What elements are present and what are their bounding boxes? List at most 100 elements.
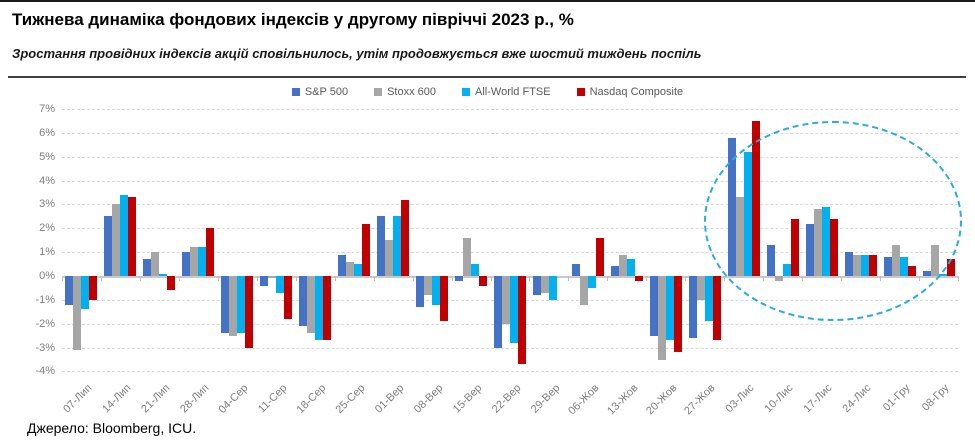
y-axis-tick-label: 1%: [39, 246, 55, 259]
legend-swatch-icon: [462, 88, 470, 96]
legend-label: S&P 500: [304, 86, 349, 98]
bar-all-world-ftse-25-Сер: [354, 264, 363, 276]
x-axis-category-label: 27-Жов: [682, 382, 718, 418]
legend-label: All-World FTSE: [475, 86, 551, 98]
bar-s-p-500-07-Лип: [65, 276, 74, 305]
x-axis-category-label: 03-Лис: [723, 382, 757, 416]
bar-nasdaq-composite-18-Сер: [323, 276, 332, 341]
bar-all-world-ftse-15-Вер: [471, 264, 480, 276]
y-axis-tick-label: -4%: [35, 365, 55, 378]
bar-s-p-500-15-Вер: [455, 276, 464, 281]
bar-stoxx-600-11-Сер: [268, 276, 277, 279]
x-axis-tick: [412, 276, 414, 281]
legend-label: Stoxx 600: [387, 86, 436, 98]
y-axis-tick-label: -3%: [35, 341, 55, 354]
bar-s-p-500-29-Вер: [532, 276, 541, 296]
chart-legend: S&P 500 Stoxx 600 All-World FTSE Nasdaq Com…: [0, 86, 975, 98]
x-axis-tick: [139, 276, 141, 281]
x-axis-tick: [178, 276, 180, 281]
y-gridline: [62, 108, 958, 110]
bar-s-p-500-22-Вер: [494, 276, 502, 348]
x-axis-category-label: 21-Лип: [139, 382, 173, 416]
bar-s-p-500-28-Лип: [182, 252, 191, 276]
x-axis-category-label: 08-Вер: [411, 382, 446, 416]
x-axis-category-label: 10-Лис: [762, 382, 796, 416]
bar-s-p-500-08-Вер: [416, 276, 425, 308]
x-axis-category-label: 28-Лип: [178, 382, 212, 416]
bar-s-p-500-04-Сер: [221, 276, 230, 334]
bar-stoxx-600-15-Вер: [463, 237, 472, 276]
x-axis-category-label: 18-Сер: [294, 382, 329, 416]
x-axis-category-label: 04-Сер: [216, 382, 251, 416]
bar-nasdaq-composite-13-Жов: [634, 276, 643, 281]
bar-stoxx-600-07-Лип: [73, 276, 82, 350]
y-axis-tick-label: 0%: [39, 270, 55, 282]
x-axis-category-label: 25-Сер: [333, 382, 368, 416]
bar-nasdaq-composite-28-Лип: [206, 228, 215, 276]
y-axis-tick-label: 4%: [39, 174, 55, 187]
y-axis-tick-label: 6%: [39, 126, 55, 139]
bar-stoxx-600-04-Сер: [229, 276, 238, 336]
bar-nasdaq-composite-07-Лип: [89, 276, 98, 300]
legend-swatch-icon: [576, 88, 585, 96]
x-axis-tick: [568, 276, 570, 281]
bar-s-p-500-06-Жов: [571, 264, 580, 276]
x-axis-category-label: 01-Гру: [881, 382, 913, 414]
bar-all-world-ftse-28-Лип: [198, 247, 207, 276]
bar-stoxx-600-28-Лип: [190, 247, 199, 276]
bar-all-world-ftse-04-Сер: [237, 276, 246, 334]
y-axis-tick-label: 3%: [39, 198, 55, 211]
x-axis-tick: [373, 276, 375, 281]
legend-label: Nasdaq Composite: [589, 86, 684, 98]
chart-subtitle: Зростання провідних індексів акцій спові…: [12, 46, 702, 61]
bar-nasdaq-composite-08-Гру: [946, 259, 955, 276]
bar-nasdaq-composite-27-Жов: [712, 276, 721, 341]
x-axis-category-label: 14-Лип: [100, 382, 134, 416]
bar-stoxx-600-18-Сер: [307, 276, 316, 334]
highlight-ellipse-annotation: [704, 121, 962, 321]
y-axis-tick-label: -2%: [35, 317, 55, 330]
bar-stoxx-600-29-Вер: [540, 276, 549, 293]
bar-all-world-ftse-01-Вер: [393, 216, 402, 276]
bar-stoxx-600-01-Вер: [385, 240, 394, 276]
y-gridline: [62, 228, 958, 230]
x-axis-tick: [529, 276, 531, 281]
bar-nasdaq-composite-11-Сер: [284, 276, 293, 319]
y-axis-tick-label: 2%: [39, 222, 55, 235]
x-axis-category-label: 01-Вер: [372, 382, 407, 416]
x-axis-category-label: 22-Вер: [489, 382, 524, 416]
legend-item-nasdaq-composite: Nasdaq Composite: [576, 86, 684, 98]
bar-s-p-500-21-Лип: [143, 259, 152, 276]
x-axis-category-label: 06-Жов: [565, 382, 602, 418]
x-axis-category-label: 17-Лис: [801, 382, 835, 416]
bar-all-world-ftse-18-Сер: [315, 276, 324, 341]
x-axis-tick: [256, 276, 258, 281]
bar-s-p-500-27-Жов: [688, 276, 697, 339]
bar-s-p-500-11-Сер: [260, 276, 269, 286]
bar-stoxx-600-13-Жов: [618, 254, 627, 276]
x-axis-category-label: 13-Жов: [604, 382, 641, 418]
bar-stoxx-600-06-Жов: [579, 276, 588, 305]
x-axis-tick: [958, 276, 959, 281]
x-axis-category-label: 24-Лис: [840, 382, 874, 416]
source-note: Джерело: Bloomberg, ICU.: [27, 420, 197, 436]
y-gridline: [62, 371, 958, 373]
legend-item-all-world-ftse: All-World FTSE: [462, 86, 551, 98]
x-axis-tick: [295, 276, 297, 281]
x-axis-category-label: 15-Вер: [450, 382, 485, 416]
x-axis-category-label: 07-Лип: [61, 382, 95, 416]
bar-nasdaq-composite-15-Вер: [479, 276, 488, 286]
bar-all-world-ftse-06-Жов: [587, 276, 596, 288]
bar-nasdaq-composite-21-Лип: [167, 276, 176, 291]
legend-swatch-icon: [374, 88, 383, 96]
x-axis-tick: [100, 276, 102, 281]
x-axis-category-label: 11-Сер: [255, 382, 290, 416]
bar-all-world-ftse-07-Лип: [81, 276, 90, 310]
bar-nasdaq-composite-01-Вер: [401, 199, 410, 276]
legend-item-stoxx-600: Stoxx 600: [374, 86, 436, 98]
bar-all-world-ftse-08-Вер: [432, 276, 441, 305]
bar-stoxx-600-14-Лип: [112, 204, 121, 276]
x-axis-category-label: 29-Вер: [528, 382, 563, 416]
bar-nasdaq-composite-14-Лип: [128, 197, 137, 276]
